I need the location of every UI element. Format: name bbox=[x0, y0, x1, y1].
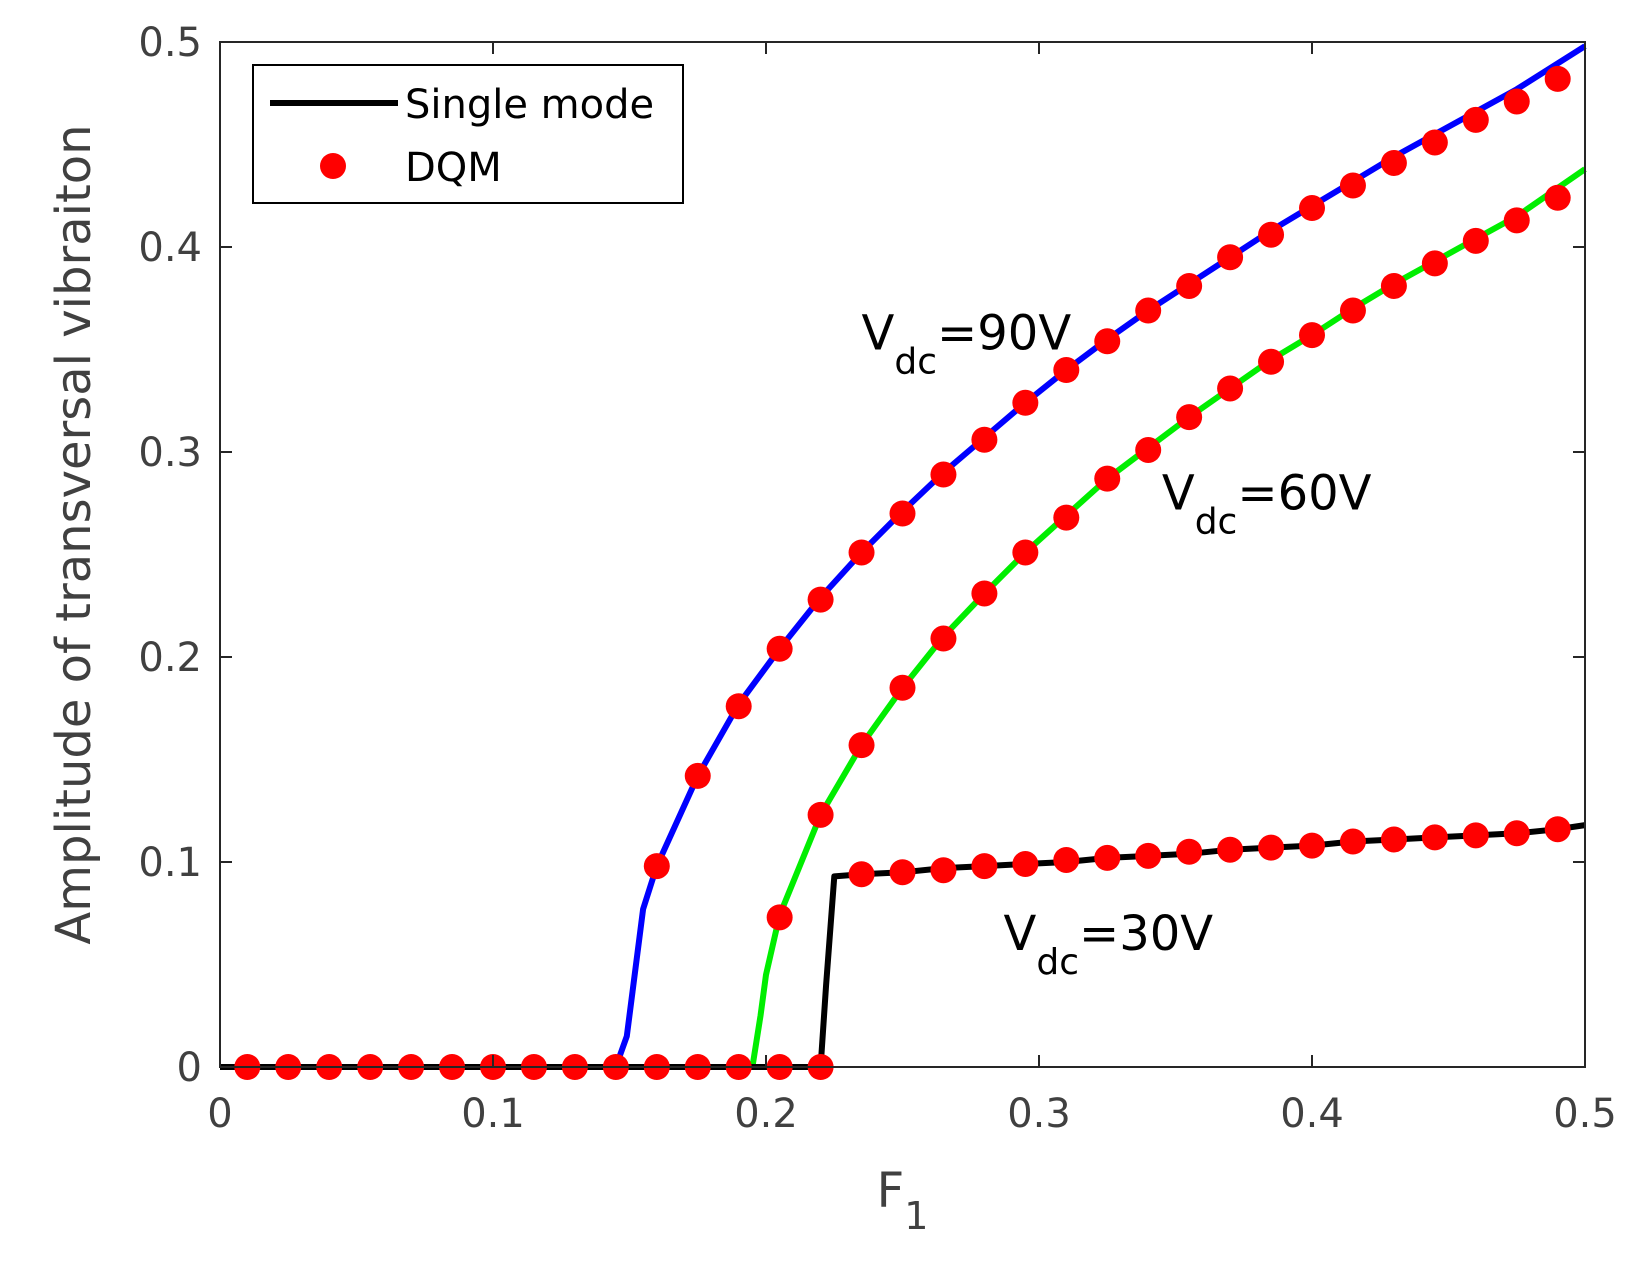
data-point bbox=[1094, 844, 1121, 871]
data-point bbox=[1094, 465, 1121, 492]
data-point bbox=[766, 635, 793, 662]
data-point bbox=[807, 801, 834, 828]
data-point bbox=[889, 859, 916, 886]
data-point bbox=[1380, 272, 1407, 299]
data-point bbox=[971, 580, 998, 607]
annotation-30v-rest: =30V bbox=[1079, 906, 1213, 962]
data-point bbox=[1421, 129, 1448, 156]
data-point bbox=[848, 539, 875, 566]
data-point bbox=[1462, 822, 1489, 849]
data-point bbox=[684, 762, 711, 789]
data-point bbox=[1503, 820, 1530, 847]
data-point bbox=[1339, 828, 1366, 855]
data-point bbox=[930, 857, 957, 884]
data-point bbox=[1258, 834, 1285, 861]
annotation-60v-sub: dc bbox=[1195, 501, 1238, 542]
data-point bbox=[1135, 297, 1162, 324]
data-point bbox=[1053, 504, 1080, 531]
data-point bbox=[1217, 244, 1244, 271]
data-point bbox=[1176, 272, 1203, 299]
y-tick-label: 0 bbox=[177, 1045, 202, 1091]
data-point bbox=[1053, 357, 1080, 383]
data-point bbox=[1339, 297, 1366, 324]
y-tick-label: 0.4 bbox=[138, 225, 202, 271]
data-point bbox=[1053, 846, 1080, 873]
annotation-30v: Vdc=30V bbox=[1004, 906, 1214, 983]
plot-frame bbox=[219, 41, 1586, 1068]
data-point bbox=[1012, 539, 1039, 566]
data-point bbox=[889, 674, 916, 701]
x-tick-label: 0.1 bbox=[461, 1091, 525, 1137]
annotation-30v-sub: dc bbox=[1036, 942, 1079, 983]
data-point bbox=[1176, 838, 1203, 865]
data-point bbox=[1462, 227, 1489, 254]
x-axis-label-sub: 1 bbox=[904, 1194, 928, 1238]
data-point bbox=[643, 853, 670, 880]
legend-label-dqm: DQM bbox=[405, 145, 502, 191]
data-point bbox=[1544, 184, 1571, 211]
data-point bbox=[1544, 816, 1571, 843]
annotation-30v-main: V bbox=[1004, 906, 1037, 962]
data-point bbox=[1380, 826, 1407, 853]
data-point bbox=[1217, 836, 1244, 863]
data-point bbox=[1094, 328, 1121, 355]
legend-marker-sample bbox=[320, 153, 346, 179]
data-point bbox=[1299, 322, 1325, 349]
x-tick-label: 0 bbox=[207, 1091, 232, 1137]
legend-label-single-mode: Single mode bbox=[405, 82, 654, 128]
data-point bbox=[807, 586, 834, 613]
data-point bbox=[1503, 88, 1530, 115]
data-point bbox=[1135, 842, 1162, 869]
data-point bbox=[848, 861, 875, 888]
y-tick-label: 0.1 bbox=[138, 840, 202, 886]
x-tick-label: 0.5 bbox=[1553, 1091, 1617, 1137]
annotation-60v-rest: =60V bbox=[1237, 465, 1371, 521]
data-point bbox=[930, 625, 957, 652]
annotation-60v: Vdc=60V bbox=[1162, 465, 1372, 542]
data-point bbox=[1503, 207, 1530, 234]
data-point bbox=[1339, 172, 1366, 199]
data-point bbox=[1258, 221, 1285, 248]
data-point bbox=[1299, 832, 1325, 859]
annotation-90v-main: V bbox=[862, 306, 895, 362]
data-point bbox=[1217, 375, 1244, 402]
x-axis-label: F1 bbox=[877, 1163, 929, 1238]
x-tick-label: 0.2 bbox=[734, 1091, 798, 1137]
data-point bbox=[1380, 149, 1407, 176]
data-point bbox=[766, 904, 793, 931]
x-tick-label: 0.3 bbox=[1007, 1091, 1071, 1137]
x-tick-label: 0.4 bbox=[1280, 1091, 1344, 1137]
x-axis-label-main: F bbox=[877, 1163, 905, 1219]
data-point bbox=[971, 426, 998, 453]
y-tick-label: 0.3 bbox=[138, 430, 202, 476]
data-point bbox=[1176, 404, 1203, 431]
legend-box bbox=[252, 64, 684, 204]
data-point bbox=[1012, 389, 1039, 416]
tick-layer: 0 0.1 0.2 0.3 0.4 0.5 0 0.1 0.2 0.3 0.4 0.5 bbox=[138, 20, 1616, 1137]
data-point bbox=[1421, 824, 1448, 851]
data-point bbox=[930, 461, 957, 488]
annotation-90v: Vdc=90V bbox=[862, 306, 1072, 383]
data-point bbox=[1135, 436, 1162, 463]
data-point bbox=[1258, 348, 1285, 375]
annotation-60v-main: V bbox=[1162, 465, 1195, 521]
y-tick-label: 0.5 bbox=[138, 20, 202, 66]
data-point bbox=[1462, 106, 1489, 133]
legend: Single mode DQM bbox=[252, 64, 684, 204]
y-axis-label: Amplitude of transversal vibraiton bbox=[46, 124, 102, 944]
data-point bbox=[1544, 65, 1571, 92]
data-point bbox=[971, 853, 998, 880]
data-point bbox=[1012, 851, 1039, 878]
annotation-90v-rest: =90V bbox=[937, 306, 1071, 362]
data-point bbox=[725, 693, 752, 720]
data-point bbox=[889, 500, 916, 527]
data-point bbox=[1299, 195, 1325, 222]
y-tick-label: 0.2 bbox=[138, 635, 202, 681]
data-point bbox=[848, 732, 875, 759]
data-point bbox=[1421, 250, 1448, 277]
annotation-90v-sub: dc bbox=[894, 342, 937, 383]
